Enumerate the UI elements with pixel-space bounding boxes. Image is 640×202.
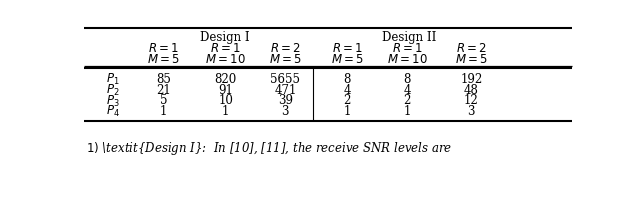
Text: $M = 10$: $M = 10$ (205, 53, 246, 66)
Text: 471: 471 (274, 83, 296, 96)
Text: $R = 2$: $R = 2$ (456, 42, 487, 55)
Text: $R = 1$: $R = 1$ (332, 42, 363, 55)
Text: 21: 21 (156, 83, 171, 96)
Text: 3: 3 (282, 105, 289, 118)
Text: $M = 10$: $M = 10$ (387, 53, 428, 66)
Text: 3: 3 (468, 105, 475, 118)
Text: 192: 192 (460, 73, 483, 85)
Text: 5: 5 (160, 94, 168, 107)
Text: $R = 1$: $R = 1$ (210, 42, 241, 55)
Text: $R = 1$: $R = 1$ (148, 42, 179, 55)
Text: $M = 5$: $M = 5$ (147, 53, 180, 66)
Text: 1: 1 (344, 105, 351, 118)
Text: Design II: Design II (382, 31, 436, 44)
Text: 12: 12 (464, 94, 479, 107)
Text: $R = 1$: $R = 1$ (392, 42, 422, 55)
Text: 820: 820 (214, 73, 237, 85)
Text: 91: 91 (218, 83, 233, 96)
Text: 85: 85 (156, 73, 171, 85)
Text: Design I: Design I (200, 31, 250, 44)
Text: 4: 4 (344, 83, 351, 96)
Text: 4: 4 (403, 83, 411, 96)
Text: $1)$ \textit{Design I}:  In [10], [11], the receive SNR levels are: $1)$ \textit{Design I}: In [10], [11], t… (86, 139, 452, 156)
Text: $P_{2}$: $P_{2}$ (106, 82, 119, 97)
Text: 10: 10 (218, 94, 233, 107)
Text: 39: 39 (278, 94, 293, 107)
Text: 1: 1 (222, 105, 229, 118)
Text: 1: 1 (403, 105, 411, 118)
Text: 8: 8 (344, 73, 351, 85)
Text: 1: 1 (160, 105, 168, 118)
Text: $P_{3}$: $P_{3}$ (106, 93, 119, 108)
Text: $P_{1}$: $P_{1}$ (106, 72, 119, 86)
Text: 2: 2 (344, 94, 351, 107)
Text: 5655: 5655 (270, 73, 300, 85)
Text: $M = 5$: $M = 5$ (455, 53, 488, 66)
Text: 8: 8 (403, 73, 411, 85)
Text: 2: 2 (403, 94, 411, 107)
Text: $R = 2$: $R = 2$ (270, 42, 301, 55)
Text: $M = 5$: $M = 5$ (331, 53, 364, 66)
Text: $P_{4}$: $P_{4}$ (106, 104, 120, 119)
Text: 48: 48 (464, 83, 479, 96)
Text: $M = 5$: $M = 5$ (269, 53, 302, 66)
